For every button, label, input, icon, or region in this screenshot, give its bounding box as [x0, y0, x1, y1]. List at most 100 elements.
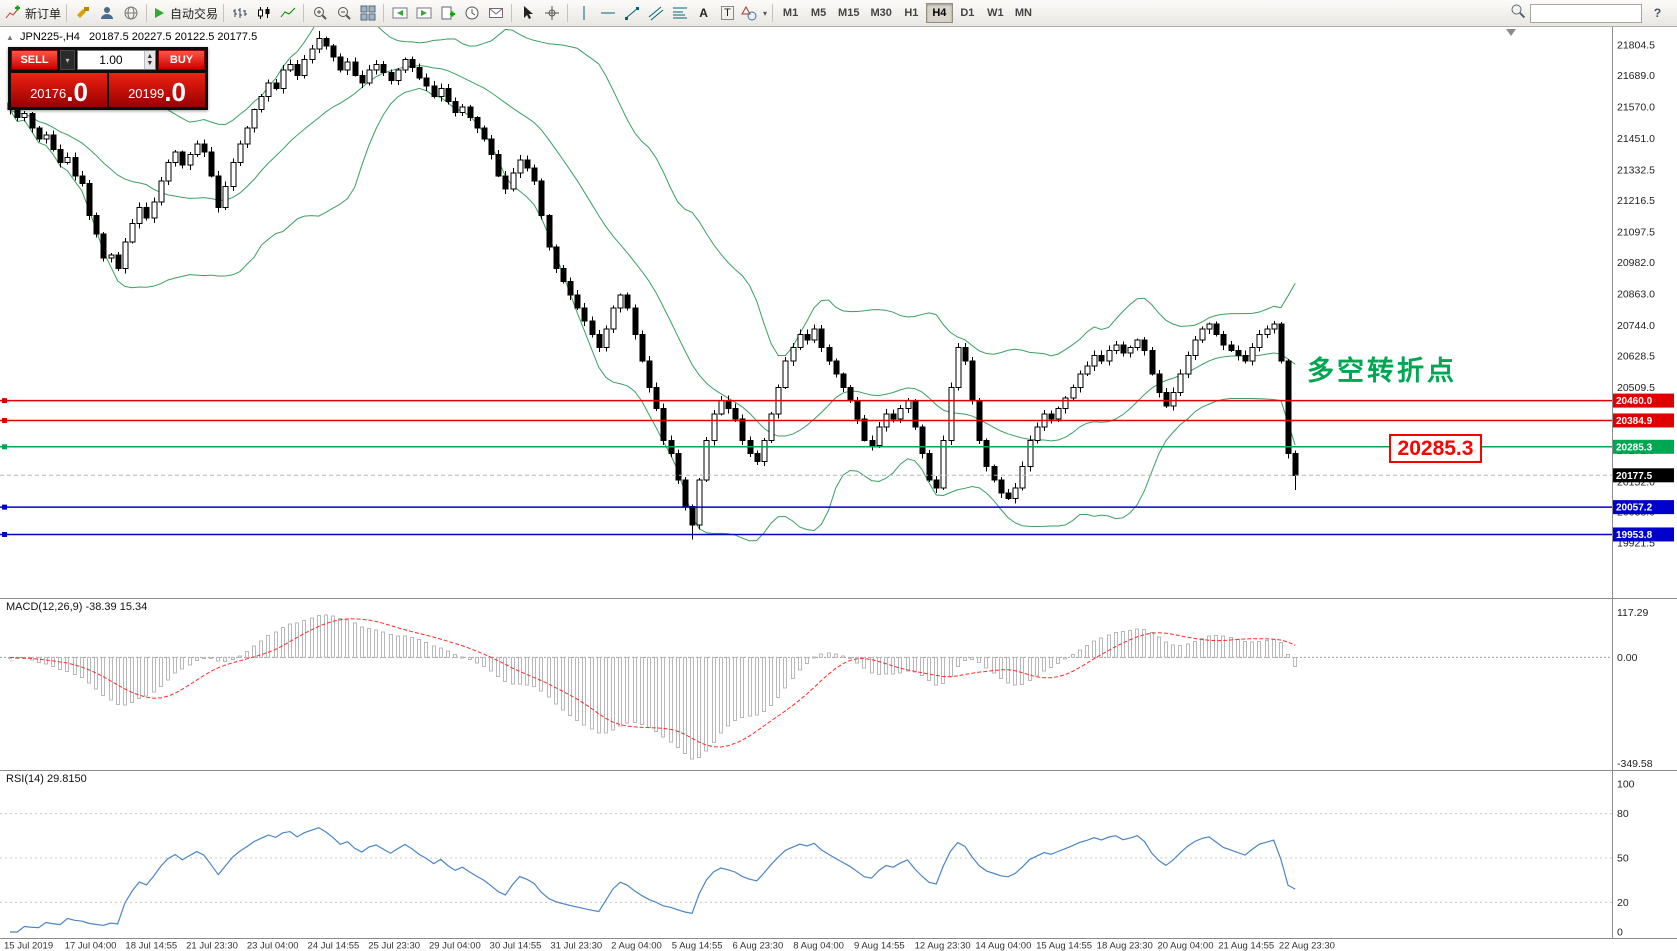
line-anchor-handle[interactable] — [2, 398, 7, 404]
hammer-icon — [75, 5, 91, 21]
vertical-line-button[interactable] — [572, 2, 595, 24]
line-anchor-handle[interactable] — [2, 444, 7, 450]
toolbar-separator — [146, 4, 148, 22]
line-chart-button[interactable] — [276, 2, 299, 24]
window-icon: ▲ — [6, 33, 14, 42]
trade-options-button[interactable]: ▾ — [60, 50, 75, 70]
toolbar: 新订单 自动交易 A T ▾ M1 M5 M15 M30 H1 H4 D1 W1 MN ? — [0, 0, 1677, 27]
sell-price-fraction: .0 — [66, 77, 88, 107]
candlestick-chart-button[interactable] — [252, 2, 275, 24]
price-tag-label: 20285.3 — [1616, 442, 1653, 453]
autotrade-label: 自动交易 — [170, 6, 219, 21]
fibonacci-icon — [672, 5, 688, 21]
timeframe-button-d1[interactable]: D1 — [954, 3, 981, 23]
volume-field: ▲ ▼ — [77, 50, 156, 70]
price-axis-label: 21216.5 — [1617, 195, 1655, 207]
profile-button[interactable] — [95, 2, 118, 24]
buy-price-button[interactable]: 20199.0 — [109, 73, 205, 107]
chart-window: 21804.5 21689.0 21570.0 21451.0 21332.5 21216… — [0, 27, 1677, 951]
time-axis-label: 31 Jul 23:30 — [550, 941, 602, 951]
timeframe-button-m5[interactable]: M5 — [805, 3, 832, 23]
play-icon — [152, 6, 166, 20]
search-input[interactable] — [1530, 3, 1642, 23]
chart-canvas[interactable]: 21804.5 21689.0 21570.0 21451.0 21332.5 21216… — [0, 27, 1677, 951]
timeframe-button-mn[interactable]: MN — [1010, 3, 1037, 23]
sell-price-button[interactable]: 20176.0 — [11, 73, 107, 107]
new-chart-button[interactable] — [436, 2, 459, 24]
tile-windows-icon — [360, 5, 376, 21]
macd-legend: MACD(12,26,9) -38.39 15.34 — [6, 601, 148, 613]
time-axis-label: 30 Jul 14:55 — [490, 941, 542, 951]
candlestick-icon — [256, 5, 272, 21]
chart-shift-button[interactable] — [412, 2, 435, 24]
channel-icon — [648, 5, 664, 21]
timeframe-button-m30[interactable]: M30 — [865, 3, 896, 23]
horizontal-line-button[interactable] — [596, 2, 619, 24]
channel-button[interactable] — [644, 2, 667, 24]
text-button[interactable]: A — [692, 2, 715, 24]
price-tag-label: 20057.2 — [1616, 503, 1653, 514]
price-axis-label: 21570.0 — [1617, 102, 1655, 114]
zoom-in-button[interactable] — [308, 2, 331, 24]
price-tag — [1613, 413, 1674, 428]
line-anchor-handle[interactable] — [2, 504, 7, 510]
price-tag-label: 20460.0 — [1616, 396, 1653, 407]
crosshair-button[interactable] — [540, 2, 563, 24]
line-chart-icon — [280, 5, 296, 21]
buy-button[interactable]: BUY — [158, 50, 205, 70]
sell-button[interactable]: SELL — [11, 50, 58, 70]
toolbar-separator — [383, 4, 385, 22]
line-anchor-handle[interactable] — [2, 531, 7, 537]
macd-signal-line — [9, 618, 1296, 748]
indicators-button[interactable] — [484, 2, 507, 24]
turning-point-annotation: 多空转折点 — [1307, 356, 1457, 386]
community-button[interactable] — [119, 2, 142, 24]
price-axis-label: 21689.0 — [1617, 70, 1655, 82]
clock-icon — [464, 5, 480, 21]
timeframe-button-h4[interactable]: H4 — [925, 3, 953, 23]
help-button[interactable]: ? — [1646, 2, 1669, 24]
time-axis-label: 29 Jul 04:00 — [429, 941, 481, 951]
vertical-line-icon — [576, 5, 592, 21]
trendline-button[interactable] — [620, 2, 643, 24]
time-axis-label: 5 Aug 14:55 — [672, 941, 723, 951]
period-button[interactable] — [460, 2, 483, 24]
chart-shift-marker[interactable] — [1506, 29, 1516, 36]
favorites-button[interactable] — [71, 2, 94, 24]
timeframe-button-h1[interactable]: H1 — [898, 3, 925, 23]
price-callout-box[interactable]: 20285.3 — [1389, 434, 1482, 463]
macd-axis-label: 117.29 — [1617, 607, 1648, 619]
line-anchor-handle[interactable] — [2, 417, 7, 423]
bar-chart-icon — [232, 5, 248, 21]
zoom-out-button[interactable] — [332, 2, 355, 24]
timeframe-button-m1[interactable]: M1 — [777, 3, 804, 23]
timeframe-button-m15[interactable]: M15 — [833, 3, 864, 23]
fibonacci-button[interactable] — [668, 2, 691, 24]
time-axis-label: 8 Aug 04:00 — [793, 941, 844, 951]
shapes-button[interactable]: ▾ — [740, 2, 768, 24]
tile-windows-button[interactable] — [356, 2, 379, 24]
rsi-axis-label: 50 — [1617, 853, 1629, 865]
bollinger-band — [9, 87, 1296, 542]
autotrade-button[interactable]: 自动交易 — [151, 2, 219, 24]
volume-input[interactable] — [78, 51, 144, 69]
bar-chart-button[interactable] — [228, 2, 251, 24]
rsi-axis-label: 100 — [1617, 779, 1635, 791]
price-tag-label: 19953.8 — [1616, 530, 1653, 541]
price-axis-label: 20509.5 — [1617, 382, 1655, 394]
new-order-button[interactable]: 新订单 — [4, 2, 62, 24]
timeframe-button-w1[interactable]: W1 — [982, 3, 1009, 23]
label-button[interactable]: T — [716, 2, 739, 24]
text-icon: A — [699, 6, 708, 20]
price-axis-label: 20863.0 — [1617, 289, 1655, 301]
new-chart-icon — [440, 5, 456, 21]
auto-scroll-button[interactable] — [388, 2, 411, 24]
price-axis-label: 20744.0 — [1617, 320, 1655, 332]
spin-up-icon[interactable]: ▲ — [146, 53, 154, 60]
spin-down-icon[interactable]: ▼ — [146, 60, 154, 67]
cursor-button[interactable] — [516, 2, 539, 24]
time-axis-label: 21 Jul 23:30 — [186, 941, 238, 951]
price-tag — [1613, 468, 1674, 483]
time-axis-label: 20 Aug 04:00 — [1157, 941, 1213, 951]
time-axis-label: 22 Aug 23:30 — [1279, 941, 1335, 951]
